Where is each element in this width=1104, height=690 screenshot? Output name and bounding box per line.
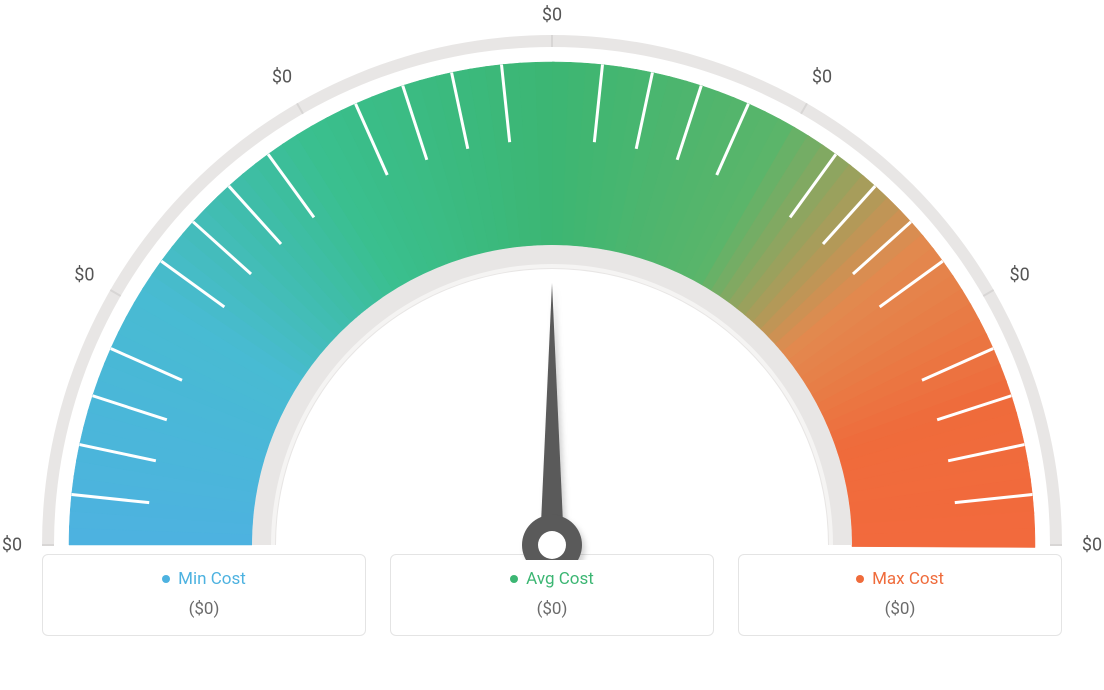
legend-label-max: Max Cost (872, 569, 944, 589)
legend-card-min: Min Cost ($0) (42, 554, 366, 636)
legend-value-avg: ($0) (537, 599, 568, 619)
gauge-scale-label: $0 (2, 535, 22, 556)
gauge-chart: $0 $0 $0 $0 $0 $0 $0 (0, 0, 1104, 560)
legend-dot-max (856, 575, 864, 583)
legend-card-avg: Avg Cost ($0) (390, 554, 714, 636)
gauge-scale-label: $0 (812, 67, 832, 88)
gauge-scale-label: $0 (74, 265, 94, 286)
legend-card-max: Max Cost ($0) (738, 554, 1062, 636)
gauge-scale-label: $0 (1010, 265, 1030, 286)
gauge-scale-label: $0 (542, 5, 562, 26)
gauge-svg (0, 0, 1104, 560)
legend-row: Min Cost ($0) Avg Cost ($0) Max Cost ($0… (42, 554, 1062, 636)
legend-label-avg: Avg Cost (526, 569, 594, 589)
legend-title-avg: Avg Cost (510, 569, 594, 589)
cost-gauge-container: $0 $0 $0 $0 $0 $0 $0 Min Cost ($0) Avg Cost ($… (0, 0, 1104, 690)
legend-value-min: ($0) (189, 599, 220, 619)
legend-title-min: Min Cost (162, 569, 246, 589)
legend-dot-min (162, 575, 170, 583)
gauge-scale-label: $0 (1082, 535, 1102, 556)
gauge-scale-label: $0 (272, 67, 292, 88)
legend-dot-avg (510, 575, 518, 583)
legend-label-min: Min Cost (178, 569, 246, 589)
legend-title-max: Max Cost (856, 569, 944, 589)
legend-value-max: ($0) (885, 599, 916, 619)
